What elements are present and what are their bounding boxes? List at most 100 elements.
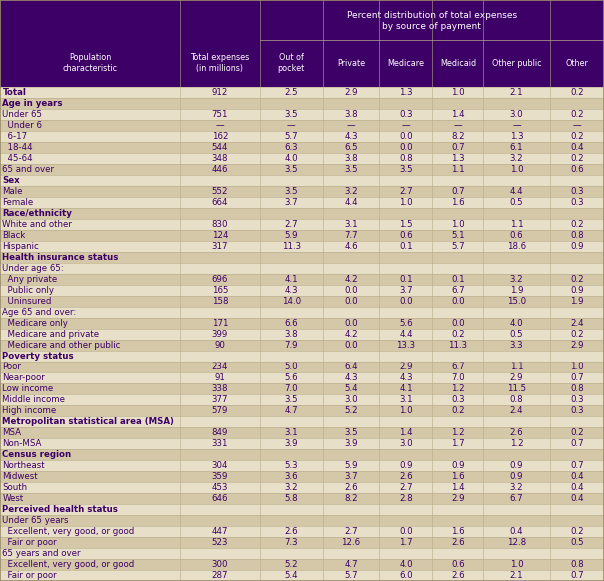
Bar <box>0 471 604 482</box>
Text: 0.9: 0.9 <box>399 461 413 470</box>
Text: 0.0: 0.0 <box>399 527 413 536</box>
Text: Census region: Census region <box>2 450 71 460</box>
Text: 7.9: 7.9 <box>284 340 298 350</box>
Bar <box>0 548 604 559</box>
Bar <box>0 285 604 296</box>
Text: 377: 377 <box>211 396 228 404</box>
Text: 1.6: 1.6 <box>451 472 464 481</box>
Text: 3.8: 3.8 <box>344 154 358 163</box>
Text: Northeast: Northeast <box>2 461 45 470</box>
Text: 1.7: 1.7 <box>451 439 464 449</box>
Bar <box>0 230 604 241</box>
Text: 4.7: 4.7 <box>344 560 358 569</box>
Text: 3.5: 3.5 <box>344 165 358 174</box>
Text: 6-17: 6-17 <box>2 132 28 141</box>
Text: 65 years and over: 65 years and over <box>2 549 81 558</box>
Text: 287: 287 <box>211 571 228 580</box>
Text: 3.5: 3.5 <box>344 428 358 437</box>
Text: 4.3: 4.3 <box>344 132 358 141</box>
Text: Poverty status: Poverty status <box>2 352 74 361</box>
Text: Hispanic: Hispanic <box>2 242 39 251</box>
Text: 1.4: 1.4 <box>399 428 413 437</box>
Text: 0.0: 0.0 <box>451 318 464 328</box>
Text: 0.9: 0.9 <box>570 242 583 251</box>
Text: South: South <box>2 483 28 492</box>
Text: 453: 453 <box>211 483 228 492</box>
Text: 331: 331 <box>211 439 228 449</box>
Text: 849: 849 <box>211 428 228 437</box>
Text: 3.2: 3.2 <box>510 275 523 284</box>
Text: Fair or poor: Fair or poor <box>2 538 57 547</box>
Text: Health insurance status: Health insurance status <box>2 253 119 262</box>
Text: Midwest: Midwest <box>2 472 38 481</box>
Bar <box>0 274 604 285</box>
Text: 0.3: 0.3 <box>570 198 583 207</box>
Text: 2.7: 2.7 <box>344 527 358 536</box>
Text: 2.7: 2.7 <box>284 220 298 229</box>
Text: 317: 317 <box>211 242 228 251</box>
Text: 359: 359 <box>211 472 228 481</box>
Text: 0.2: 0.2 <box>451 406 464 415</box>
Text: 0.4: 0.4 <box>510 527 523 536</box>
Text: 3.0: 3.0 <box>510 110 523 119</box>
Text: 3.9: 3.9 <box>344 439 358 449</box>
Text: 2.6: 2.6 <box>451 538 464 547</box>
Text: 4.7: 4.7 <box>284 406 298 415</box>
Bar <box>0 252 604 263</box>
Text: 4.0: 4.0 <box>399 560 413 569</box>
Text: —: — <box>573 121 581 130</box>
Text: 3.7: 3.7 <box>344 472 358 481</box>
Text: 5.4: 5.4 <box>284 571 298 580</box>
Text: 1.2: 1.2 <box>451 385 464 393</box>
Text: 6.7: 6.7 <box>451 363 464 371</box>
Text: 0.7: 0.7 <box>451 143 464 152</box>
Text: 523: 523 <box>211 538 228 547</box>
Text: 5.7: 5.7 <box>344 571 358 580</box>
Text: 3.1: 3.1 <box>284 428 298 437</box>
Text: 399: 399 <box>212 329 228 339</box>
Text: 5.2: 5.2 <box>284 560 298 569</box>
Text: 0.2: 0.2 <box>570 88 583 97</box>
Text: 0.0: 0.0 <box>399 143 413 152</box>
Text: 0.2: 0.2 <box>570 110 583 119</box>
Text: 12.8: 12.8 <box>507 538 526 547</box>
Bar <box>0 361 604 372</box>
Text: 0.2: 0.2 <box>570 527 583 536</box>
Text: Race/ethnicity: Race/ethnicity <box>2 209 72 218</box>
Text: Medicare only: Medicare only <box>2 318 68 328</box>
Bar <box>0 197 604 208</box>
Text: 2.5: 2.5 <box>284 88 298 97</box>
Bar <box>0 570 604 581</box>
Text: Near-poor: Near-poor <box>2 374 45 382</box>
Text: 3.2: 3.2 <box>284 483 298 492</box>
Text: 4.0: 4.0 <box>284 154 298 163</box>
Text: Sex: Sex <box>2 176 20 185</box>
Text: 1.1: 1.1 <box>510 363 523 371</box>
Text: 2.6: 2.6 <box>344 483 358 492</box>
Text: 14.0: 14.0 <box>281 297 301 306</box>
Text: 4.4: 4.4 <box>510 187 523 196</box>
Text: 0.3: 0.3 <box>399 110 413 119</box>
Text: 3.2: 3.2 <box>510 154 523 163</box>
Text: 447: 447 <box>211 527 228 536</box>
Text: 0.8: 0.8 <box>399 154 413 163</box>
Text: 1.0: 1.0 <box>399 198 413 207</box>
Text: 0.3: 0.3 <box>570 187 583 196</box>
Text: 12.6: 12.6 <box>341 538 361 547</box>
Text: 912: 912 <box>211 88 228 97</box>
Text: 830: 830 <box>211 220 228 229</box>
Text: 13.3: 13.3 <box>396 340 416 350</box>
Text: 6.7: 6.7 <box>451 286 464 295</box>
Bar <box>0 482 604 493</box>
Text: Fair or poor: Fair or poor <box>2 571 57 580</box>
Bar <box>0 263 604 274</box>
Text: 3.3: 3.3 <box>510 340 523 350</box>
Text: Medicare: Medicare <box>387 59 425 68</box>
Text: Perceived health status: Perceived health status <box>2 505 118 514</box>
Text: 0.5: 0.5 <box>510 329 523 339</box>
Bar <box>0 339 604 350</box>
Text: 0.3: 0.3 <box>570 396 583 404</box>
Text: 0.7: 0.7 <box>570 461 583 470</box>
Bar <box>0 208 604 219</box>
Text: 2.9: 2.9 <box>570 340 583 350</box>
